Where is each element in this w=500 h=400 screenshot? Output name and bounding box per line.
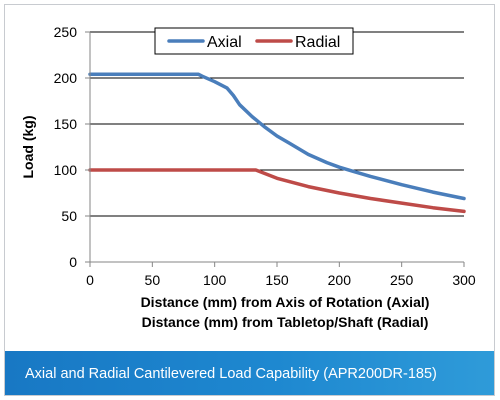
x-axis-label-line2: Distance (mm) from Tabletop/Shaft (Radia…: [142, 314, 429, 330]
load-capability-chart: 0 50 100 150 200 250 0 50 100 150 200 250 300 Axial R…: [20, 24, 476, 330]
x-tick-label: 50: [145, 272, 161, 288]
y-tick-label: 100: [54, 162, 78, 178]
x-tick-label: 150: [265, 272, 289, 288]
series-line-radial: [88, 168, 466, 214]
legend: Axial Radial: [154, 27, 354, 55]
x-tick-label: 0: [86, 272, 94, 288]
y-tick-label: 50: [61, 208, 77, 224]
legend-label-radial: Radial: [295, 34, 340, 51]
chart-frame: 0 50 100 150 200 250 0 50 100 150 200 250 300 Axial R…: [4, 4, 495, 396]
x-tick-label: 200: [328, 272, 352, 288]
y-tick-label: 250: [54, 24, 78, 40]
y-tick-label: 200: [54, 70, 78, 86]
caption-banner: Axial and Radial Cantilevered Load Capab…: [5, 351, 494, 395]
series-line-axial: [88, 72, 466, 201]
chart-area: 0 50 100 150 200 250 0 50 100 150 200 250 300 Axial R…: [5, 5, 494, 350]
x-tick-label: 300: [452, 272, 476, 288]
x-tick-label: 100: [203, 272, 227, 288]
axes: 0 50 100 150 200 250 0 50 100 150 200 250 300: [54, 24, 476, 288]
caption-text: Axial and Radial Cantilevered Load Capab…: [25, 366, 437, 382]
legend-label-axial: Axial: [207, 34, 242, 51]
x-tick-label: 250: [390, 272, 414, 288]
y-axis-label: Load (kg): [20, 116, 36, 179]
gridlines: [90, 31, 464, 217]
series-lines: [88, 72, 466, 214]
y-tick-label: 0: [69, 254, 77, 270]
x-axis-label-line1: Distance (mm) from Axis of Rotation (Axi…: [141, 294, 430, 310]
y-tick-label: 150: [54, 116, 78, 132]
